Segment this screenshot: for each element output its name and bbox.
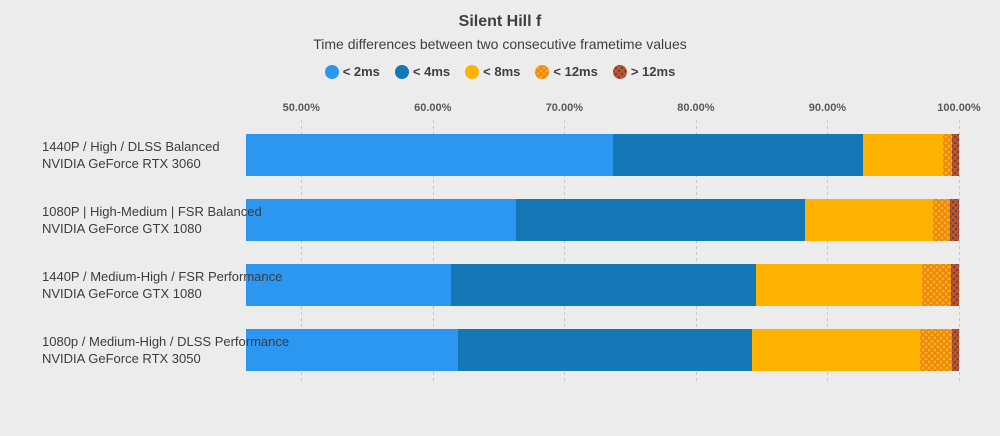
chart-subtitle: Time differences between two consecutive… [313, 36, 687, 52]
axis-tick-label: 100.00% [937, 102, 981, 114]
legend-label: > 12ms [630, 64, 676, 79]
gridline [827, 120, 829, 383]
category-label: 1440P / High / DLSS Balanced NVIDIA GeFor… [42, 138, 242, 172]
bar-segment [952, 134, 959, 176]
bar-segment [932, 199, 951, 241]
category-gpu: NVIDIA GeForce RTX 3050 [42, 351, 201, 366]
category-config: 1080p / Medium-High / DLSS Performance [42, 334, 290, 349]
category-label: 1080P | High-Medium | FSR Balanced NVIDIA… [42, 203, 262, 237]
legend-marker-icon [324, 64, 339, 79]
x-axis: 50.00% 60.00% 70.00% 80.00% 90.00% 100.00% [246, 102, 981, 118]
chart-title: Silent Hill f [458, 13, 542, 30]
gridline [564, 120, 566, 383]
plot-area [246, 120, 960, 383]
bar-segment [951, 264, 959, 306]
axis-tick-label: 90.00% [808, 102, 847, 114]
legend-label: < 4ms [412, 64, 451, 79]
bar-segment [752, 329, 920, 371]
category-gpu: NVIDIA GeForce GTX 1080 [42, 221, 202, 236]
bar-segment [862, 134, 944, 176]
bar-segment [919, 329, 952, 371]
category-config: 1440P / Medium-High / FSR Performance [42, 269, 283, 284]
category-label: 1440P / Medium-High / FSR Performance NVI… [42, 268, 283, 302]
category-label: 1080p / Medium-High / DLSS Performance NV… [42, 333, 290, 367]
axis-tick-label: 60.00% [414, 102, 452, 114]
legend-marker-icon [394, 64, 409, 79]
legend-label: < 2ms [342, 64, 380, 79]
bar-segment [246, 199, 516, 241]
bar-segment [246, 264, 452, 306]
axis-tick-label: 80.00% [677, 102, 715, 114]
bar-segment [805, 199, 933, 241]
bar-segment [246, 134, 614, 176]
bar-segment [451, 264, 757, 306]
category-gpu: NVIDIA GeForce RTX 3060 [42, 156, 201, 171]
bar-segment [943, 134, 953, 176]
bar-segment [922, 264, 952, 306]
category-gpu: NVIDIA GeForce GTX 1080 [42, 286, 202, 301]
legend-marker-icon [612, 64, 627, 79]
gridline [432, 120, 434, 383]
bar-segment [515, 199, 806, 241]
gridline [301, 120, 303, 383]
legend-item: < 2ms [324, 64, 380, 79]
legend-item: < 8ms [465, 64, 520, 79]
legend-item: < 4ms [394, 64, 451, 79]
bar-segment [950, 199, 959, 241]
category-config: 1080P | High-Medium | FSR Balanced [42, 204, 262, 219]
bar-segment [246, 329, 458, 371]
legend-marker-icon [465, 64, 480, 79]
legend-item: > 12ms [612, 64, 676, 79]
gridline [959, 120, 960, 383]
axis-tick-label: 50.00% [282, 102, 320, 114]
legend-item: < 12ms [535, 64, 598, 79]
legend-label: < 8ms [483, 64, 521, 79]
bar-segment [457, 329, 753, 371]
legend-label: < 12ms [553, 64, 598, 79]
bar-segment [951, 329, 959, 371]
category-config: 1440P / High / DLSS Balanced [42, 139, 220, 154]
axis-tick-label: 70.00% [545, 102, 583, 114]
gridline [695, 120, 697, 383]
bar-segment [613, 134, 863, 176]
legend-marker-icon [535, 64, 550, 79]
bar-segment [756, 264, 923, 306]
legend: < 2ms < 4ms < 8ms < 12ms > 12ms [0, 64, 1000, 79]
